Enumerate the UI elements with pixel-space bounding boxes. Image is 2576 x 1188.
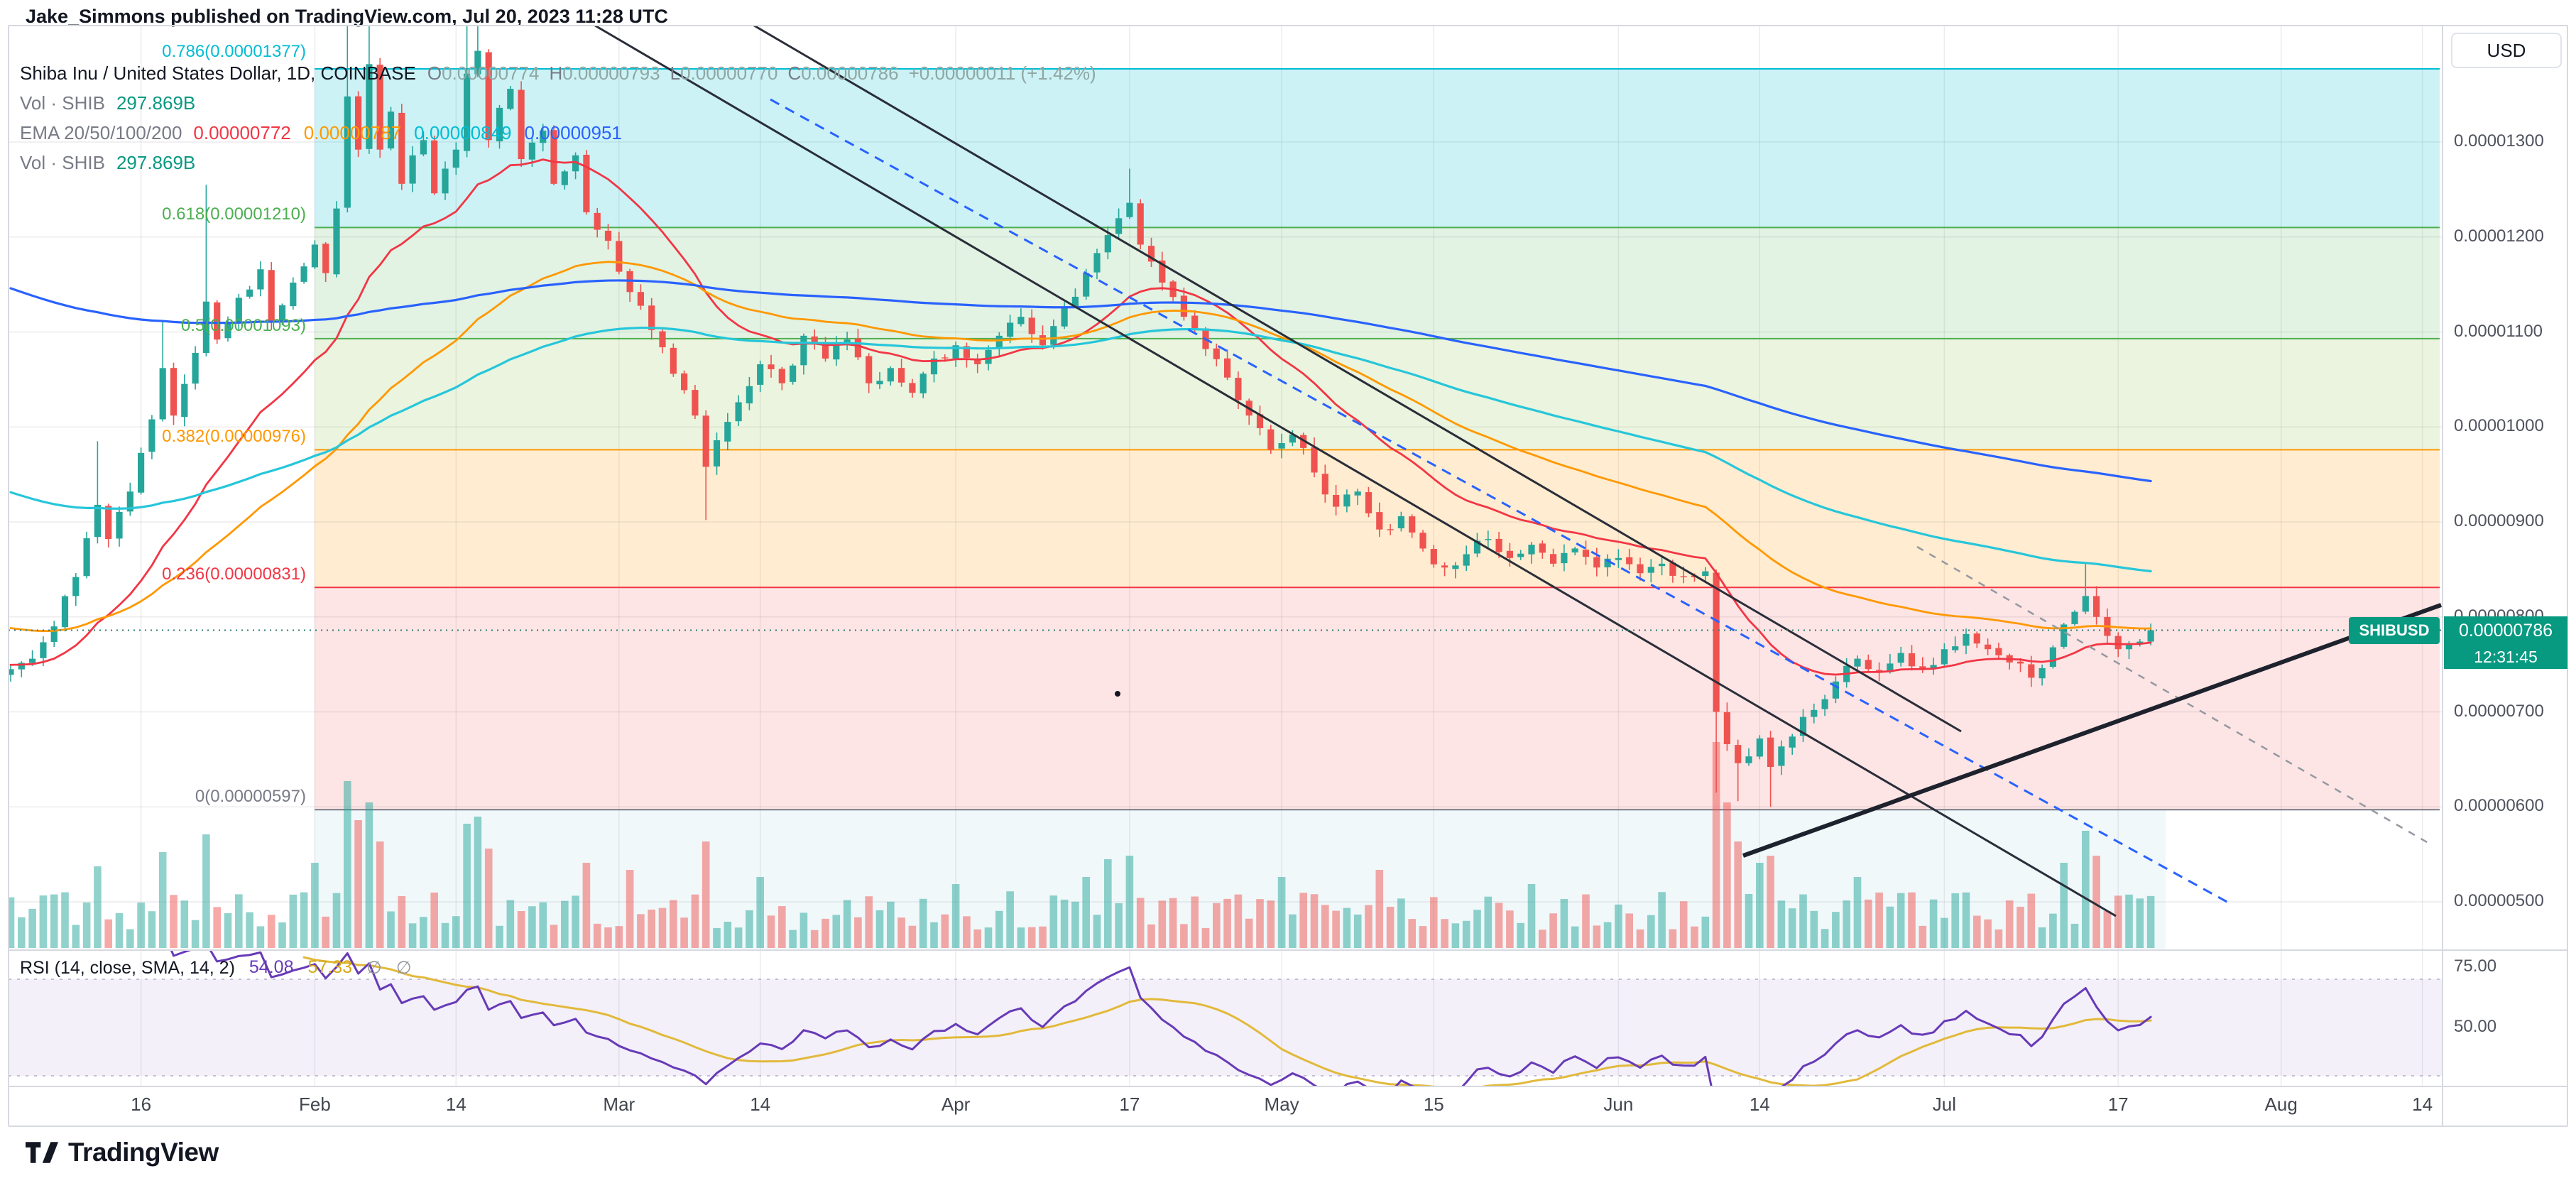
time-tick-label: Aug [2264,1094,2298,1115]
ema-value: 0.00000772 [193,122,291,143]
symbol-price-chip: SHIBUSD [2349,617,2440,644]
price-tick-label: 0.00001000 [2454,416,2544,436]
time-tick-label: Jun [1603,1094,1634,1115]
fib-level-label[interactable]: 0(0.00000597) [195,787,306,807]
ohlc-item: L0.00000770 [670,62,778,84]
time-tick-label: Apr [941,1094,971,1115]
rsi-value: 54.08 [249,957,294,977]
fib-level-label[interactable]: 0.236(0.00000831) [162,565,306,584]
time-tick-label: 14 [750,1094,771,1115]
price-tick-label: 0.00001200 [2454,226,2544,246]
ema-value: 0.00000849 [414,122,512,143]
time-tick-label: 17 [2107,1094,2129,1115]
symbol-title: Shiba Inu / United States Dollar, 1D, CO… [20,62,416,84]
symbol-chip-label: SHIBUSD [2359,621,2430,639]
rsi-pane [9,950,2443,1086]
time-tick-label: 16 [131,1094,152,1115]
price-tick-label: 0.00000700 [2454,701,2544,721]
ema-values: 0.00000772 0.00000787 0.00000849 0.00000951 [193,122,622,144]
time-tick-label: 14 [2412,1094,2433,1115]
volume-legend-row-2[interactable]: Vol · SHIB 297.869B [20,152,195,174]
usd-button-label: USD [2487,39,2526,61]
volume-bars [9,742,2155,948]
fib-level-label[interactable]: 0.5(0.00001093) [180,315,306,335]
fib-level-label[interactable]: 0.618(0.00001210) [162,205,306,224]
rsi-values: 54.08 57.33 ∅ ∅ [249,957,412,979]
ema-label: EMA 20/50/100/200 [20,122,182,143]
price-tick-label: 0.00001100 [2454,321,2543,341]
time-tick-label: 14 [445,1094,466,1115]
time-tick-label: Jul [1932,1094,1957,1115]
trend-drawings [594,26,2443,917]
rsi-tick-label: 75.00 [2454,957,2497,976]
last-price-value: 0.00000786 [2458,620,2553,641]
ohlc-item: O0.00000774 [427,62,540,84]
tradingview-brand[interactable]: TradingView [68,1138,219,1167]
time-tick-label: Mar [603,1094,635,1115]
volume-label-2: Vol · SHIB [20,152,105,173]
bar-countdown-tag: 12:31:45 [2444,645,2567,669]
footer: TradingView [26,1138,219,1167]
ohlc-item: C0.00000786 [787,62,899,84]
volume-value: 297.869B [116,92,196,114]
ohlc-item: +0.00000011 (+1.42%) [908,62,1096,84]
rsi-value: 57.33 [307,957,353,977]
price-tick-label: 0.00000500 [2454,891,2544,910]
fib-level-label[interactable]: 0.382(0.00000976) [162,427,306,447]
rsi-legend-row[interactable]: RSI (14, close, SMA, 14, 2) 54.08 57.33 ∅ ∅ [20,957,412,979]
ema-value: 0.00000787 [303,122,402,143]
rsi-value: ∅ [366,958,382,978]
publish-header: Jake_Simmons published on TradingView.co… [26,6,668,28]
ema-value: 0.00000951 [524,122,622,143]
pane-separators [8,25,2568,1127]
ema-legend-row[interactable]: EMA 20/50/100/200 0.00000772 0.00000787 0.… [20,122,622,144]
publisher-username: Jake_Simmons [26,6,165,27]
currency-usd-button[interactable]: USD [2451,33,2562,68]
volume-value-2: 297.869B [116,152,196,173]
time-tick-label: 14 [1749,1094,1770,1115]
publish-info: published on TradingView.com, Jul 20, 20… [165,6,668,27]
rsi-value: ∅ [395,958,412,978]
ohlc-values: O0.00000774 H0.00000793 L0.00000770 C0.0000… [427,62,1096,85]
last-price-tag: 0.00000786 [2444,616,2567,645]
countdown-value: 12:31:45 [2474,647,2538,666]
rsi-tick-label: 50.00 [2454,1017,2497,1036]
tradingview-logo-icon[interactable] [26,1140,58,1165]
price-tick-label: 0.00001300 [2454,131,2544,151]
price-tick-label: 0.00000900 [2454,511,2544,530]
price-tick-label: 0.00000600 [2454,796,2544,816]
time-tick-label: 15 [1423,1094,1444,1115]
time-tick-label: Feb [298,1094,331,1115]
volume-legend-row[interactable]: Vol · SHIB 297.869B [20,92,195,114]
time-tick-label: 17 [1119,1094,1140,1115]
rsi-title: RSI (14, close, SMA, 14, 2) [20,957,235,978]
volume-label: Vol · SHIB [20,92,105,114]
time-tick-label: May [1264,1094,1299,1115]
ohlc-item: H0.00000793 [549,62,660,84]
fib-level-label[interactable]: 0.786(0.00001377) [162,42,306,61]
symbol-legend-row[interactable]: Shiba Inu / United States Dollar, 1D, CO… [20,62,1096,85]
